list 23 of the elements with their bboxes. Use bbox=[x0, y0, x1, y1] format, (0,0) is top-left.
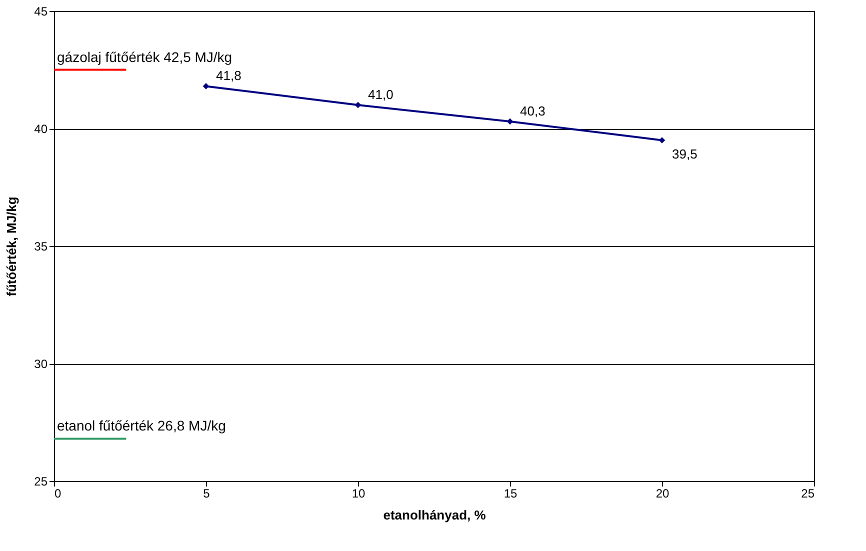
y-tick-label: 30 bbox=[34, 357, 48, 371]
y-tick-label: 40 bbox=[34, 122, 48, 136]
y-axis-title: fűtőérték, MJ/kg bbox=[4, 196, 20, 296]
data-label: 41,8 bbox=[216, 68, 242, 84]
x-axis-title: etanolhányad, % bbox=[383, 508, 486, 522]
point bbox=[658, 137, 666, 144]
y-tick-label: 25 bbox=[34, 474, 48, 488]
x-tick-label: 25 bbox=[801, 486, 815, 500]
point bbox=[506, 118, 514, 125]
ref-line-label: gázolaj fűtőérték 42,5 MJ/kg bbox=[57, 48, 232, 65]
point bbox=[354, 102, 362, 108]
data-label: 39,5 bbox=[672, 146, 698, 162]
x-tick-label: 5 bbox=[203, 486, 210, 500]
point bbox=[202, 83, 210, 90]
x-tick-label: 15 bbox=[504, 486, 518, 500]
y-tick-label: 45 bbox=[34, 4, 48, 18]
data-label: 41,0 bbox=[368, 87, 394, 102]
data-label: 40,3 bbox=[520, 103, 546, 118]
x-tick-label: 0 bbox=[54, 486, 62, 500]
x-tick-label: 10 bbox=[352, 486, 366, 500]
x-tick-label: 20 bbox=[656, 486, 670, 500]
ref-line-label: etanol fűtőérték 26,8 MJ/kg bbox=[57, 418, 226, 434]
y-tick-label: 35 bbox=[34, 240, 48, 254]
